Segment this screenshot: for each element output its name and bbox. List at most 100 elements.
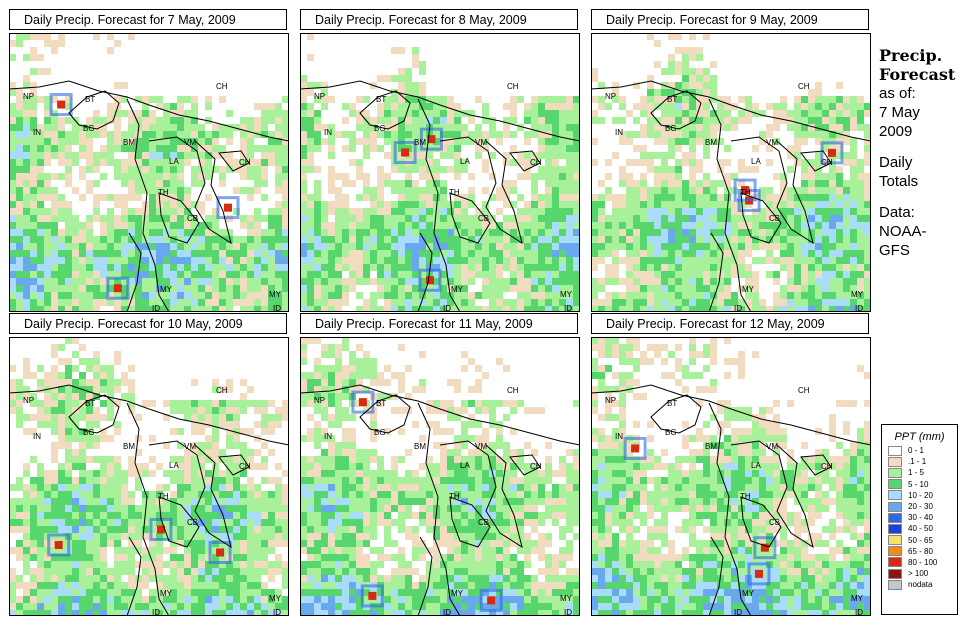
legend-label: 50 - 65 [908, 535, 933, 545]
country-label: CH [239, 462, 251, 471]
panel-title: Daily Precip. Forecast for 7 May, 2009 [9, 9, 287, 30]
country-label: CH [530, 158, 542, 167]
country-label: BT [667, 399, 677, 408]
country-label: IN [615, 128, 623, 137]
forecast-panel-3: Daily Precip. Forecast for 9 May, 2009 N… [591, 9, 871, 312]
country-label: CH [798, 82, 810, 91]
legend-swatch [888, 490, 902, 501]
country-label: CH [821, 462, 833, 471]
legend-label: 40 - 50 [908, 524, 933, 534]
country-label: LA [751, 461, 761, 470]
legend-swatch [888, 445, 902, 456]
country-label: IN [324, 128, 332, 137]
country-label: ID [734, 608, 742, 616]
country-label: TH [740, 188, 751, 197]
country-label: MY [851, 290, 864, 299]
country-label: BM [705, 138, 717, 147]
country-label: CH [507, 82, 519, 91]
panel-title: Daily Precip. Forecast for 11 May, 2009 [300, 313, 578, 334]
country-label: BM [414, 138, 426, 147]
country-label: BG [665, 428, 677, 437]
country-label: NP [605, 92, 616, 101]
panel-title: Daily Precip. Forecast for 9 May, 2009 [591, 9, 869, 30]
country-label: ID [443, 304, 451, 312]
country-label: ID [152, 608, 160, 616]
side-title-line1: Precip. [879, 46, 943, 65]
country-label: BM [705, 442, 717, 451]
country-label: BM [123, 138, 135, 147]
country-label: BM [123, 442, 135, 451]
country-label: LA [169, 461, 179, 470]
legend-label: 10 - 20 [908, 490, 933, 500]
legend-item: 50 - 65 [888, 535, 957, 546]
legend-label: 0 - 1 [908, 446, 925, 456]
daily-line2: Totals [879, 173, 919, 190]
country-label: VM [766, 442, 778, 451]
country-label: CH [798, 386, 810, 395]
country-label: BG [665, 124, 677, 133]
country-label: BG [374, 428, 386, 437]
legend-item: 5 - 10 [888, 479, 957, 490]
country-label: IN [615, 432, 623, 441]
country-label: MY [269, 594, 282, 603]
country-label: CH [216, 386, 228, 395]
country-label: LA [460, 461, 470, 470]
country-label: CB [478, 518, 489, 527]
country-label: ID [564, 608, 572, 616]
country-label: NP [23, 396, 34, 405]
panel-title: Daily Precip. Forecast for 10 May, 2009 [9, 313, 287, 334]
legend-swatch [888, 512, 902, 523]
legend-item: 20 - 30 [888, 501, 957, 512]
legend-label: nodata [908, 580, 933, 590]
country-label: CB [478, 214, 489, 223]
legend-swatch [888, 546, 902, 557]
country-label: BT [85, 95, 95, 104]
legend-item: 10 - 20 [888, 490, 957, 501]
legend-swatch [888, 568, 902, 579]
forecast-panel-5: Daily Precip. Forecast for 11 May, 2009 … [300, 313, 580, 616]
data-line1: Data: [879, 204, 915, 221]
country-label: MY [560, 290, 573, 299]
country-label: LA [460, 157, 470, 166]
side-title-line2: Forecast [879, 65, 956, 84]
legend-label: 65 - 80 [908, 546, 933, 556]
legend-swatch [888, 557, 902, 568]
country-label: MY [451, 285, 464, 294]
precip-map: NP BT BG IN CH BM VM LA CH TH CB MY MY ID ID [9, 337, 289, 616]
country-label: LA [751, 157, 761, 166]
legend-item: 30 - 40 [888, 512, 957, 523]
legend-label: 80 - 100 [908, 557, 938, 567]
country-label: IN [324, 432, 332, 441]
legend-label: 30 - 40 [908, 513, 933, 523]
country-label: ID [273, 304, 281, 312]
legend-label: 5 - 10 [908, 479, 929, 489]
forecast-panel-2: Daily Precip. Forecast for 8 May, 2009 N… [300, 9, 580, 312]
legend-item: 65 - 80 [888, 546, 957, 557]
country-label: ID [273, 608, 281, 616]
legend-swatch [888, 479, 902, 490]
country-label: BT [85, 399, 95, 408]
country-label: TH [449, 492, 460, 501]
country-label: VM [184, 442, 196, 451]
forecast-panel-1: Daily Precip. Forecast for 7 May, 2009 N… [9, 9, 289, 312]
country-label: NP [314, 396, 325, 405]
country-label: CB [769, 518, 780, 527]
country-label: MY [160, 589, 173, 598]
legend-swatch [888, 579, 902, 590]
legend-label: 1 - 5 [908, 468, 925, 478]
precip-map: NP BT BG IN CH BM VM LA CH TH CB MY MY ID ID [300, 337, 580, 616]
country-label: VM [475, 442, 487, 451]
precip-map: NP BT BG IN CH BM VM LA CH TH CB MY MY ID ID [591, 337, 871, 616]
country-label: VM [475, 138, 487, 147]
legend-title: PPT (mm) [894, 431, 945, 443]
asof-date-line2: 2009 [879, 123, 913, 140]
country-label: CH [507, 386, 519, 395]
daily-line1: Daily [879, 154, 913, 171]
country-label: MY [742, 285, 755, 294]
legend-label: > 100 [908, 569, 929, 579]
legend-label: 20 - 30 [908, 502, 933, 512]
legend-item: 80 - 100 [888, 557, 957, 568]
country-label: TH [158, 188, 169, 197]
country-label: IN [33, 128, 41, 137]
